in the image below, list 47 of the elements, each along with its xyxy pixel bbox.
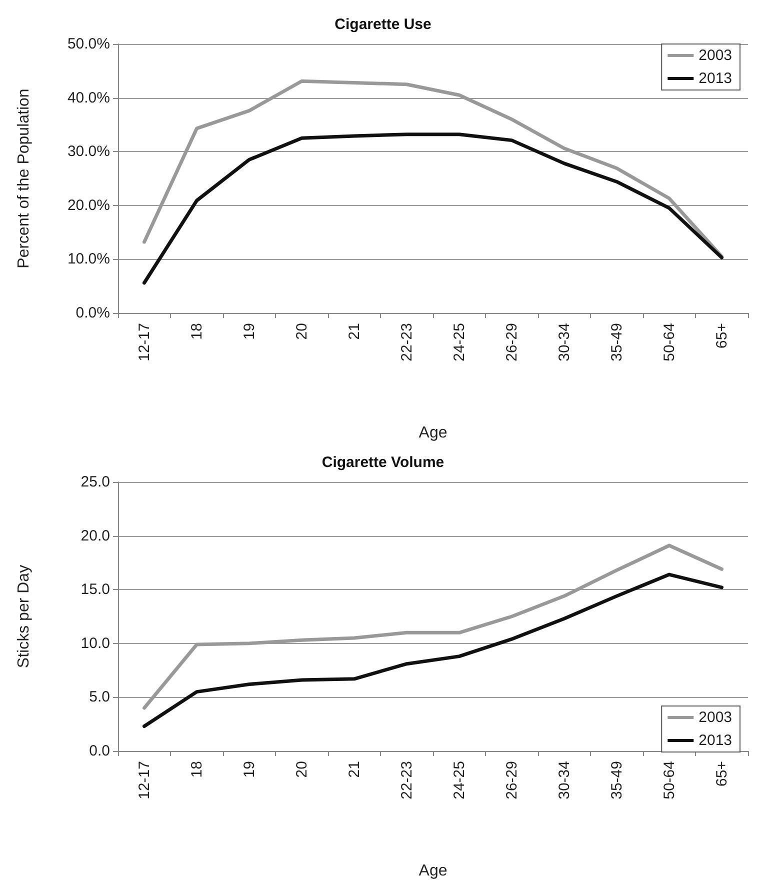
x-tick-label: 65+ [713, 322, 730, 348]
y-tick-label: 15.0 [80, 581, 110, 598]
x-tick-label: 22-23 [398, 323, 416, 362]
legend-label: 2013 [698, 70, 732, 87]
x-tick-label: 21 [346, 323, 363, 340]
x-tick-label: 65+ [713, 760, 730, 786]
x-tick-label: 26-29 [503, 761, 520, 800]
x-tick-label: 24-25 [450, 323, 468, 362]
x-axis-title: Age [418, 424, 448, 442]
legend-label: 2013 [698, 732, 732, 749]
x-axis-title: Age [418, 862, 448, 880]
x-tick-label: 50-64 [660, 761, 678, 800]
x-tick-label: 21 [346, 761, 363, 778]
y-tick-label: 20.0 [80, 527, 110, 544]
chart-title: Cigarette Volume [322, 454, 444, 471]
legend-label: 2003 [698, 709, 732, 726]
y-tick-label: 40.0% [67, 89, 110, 106]
y-axis-title: Sticks per Day [16, 564, 32, 668]
y-tick-label: 30.0% [67, 143, 110, 160]
y-tick-label: 0.0% [76, 304, 110, 322]
x-tick-label: 18 [188, 761, 206, 778]
x-tick-label: 35-49 [608, 761, 626, 800]
x-tick-label: 19 [240, 761, 258, 778]
y-tick-label: 50.0% [67, 36, 110, 52]
x-tick-label: 26-29 [503, 323, 520, 362]
x-tick-label: 20 [293, 761, 310, 778]
legend-label: 2003 [698, 47, 732, 64]
y-tick-label: 5.0 [89, 688, 110, 706]
x-tick-label: 12-17 [136, 323, 153, 362]
x-tick-label: 30-34 [556, 323, 573, 362]
y-tick-label: 20.0% [67, 196, 110, 214]
x-tick-label: 24-25 [450, 761, 468, 800]
x-tick-label: 12-17 [136, 761, 153, 800]
y-tick-label: 25.0 [80, 474, 110, 490]
x-tick-label: 18 [188, 323, 206, 340]
y-axis-title: Percent of the Population [16, 88, 32, 268]
x-tick-label: 20 [293, 323, 310, 340]
x-tick-label: 30-34 [556, 761, 573, 800]
x-tick-label: 22-23 [398, 761, 416, 800]
x-tick-label: 50-64 [660, 323, 678, 362]
y-tick-label: 10.0 [80, 634, 110, 652]
x-tick-label: 35-49 [608, 323, 626, 362]
line-series [142, 132, 724, 285]
chart-title: Cigarette Use [334, 16, 432, 33]
x-tick-label: 19 [240, 323, 258, 340]
y-tick-label: 10.0% [67, 250, 110, 268]
y-tick-label: 0.0 [89, 742, 110, 760]
